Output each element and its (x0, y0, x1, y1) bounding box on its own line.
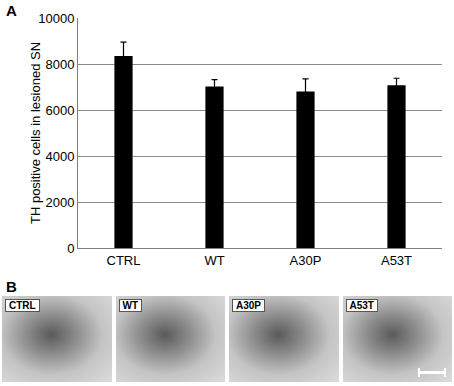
html-text:A30P: A30P (236, 300, 261, 311)
svg-text:2000: 2000 (45, 195, 74, 210)
svg-text:0: 0 (67, 241, 74, 256)
svg-text:6000: 6000 (45, 103, 74, 118)
svg-text:A53T: A53T (381, 253, 412, 268)
svg-text:4000: 4000 (45, 149, 74, 164)
html-text:WT: WT (122, 300, 138, 311)
html-text:B: B (6, 278, 17, 295)
svg-text:8000: 8000 (45, 57, 74, 72)
svg-text:WT: WT (204, 253, 224, 268)
svg-text:A30P: A30P (290, 253, 322, 268)
svg-text:10000: 10000 (38, 11, 74, 26)
html-text:CTRL: CTRL (9, 300, 36, 311)
svg-text:CTRL: CTRL (107, 253, 141, 268)
html-text:A53T: A53T (349, 300, 374, 311)
svg-text:TH positive cells in lesioned: TH positive cells in lesioned SN (28, 42, 43, 224)
html-text:A: A (6, 2, 17, 19)
